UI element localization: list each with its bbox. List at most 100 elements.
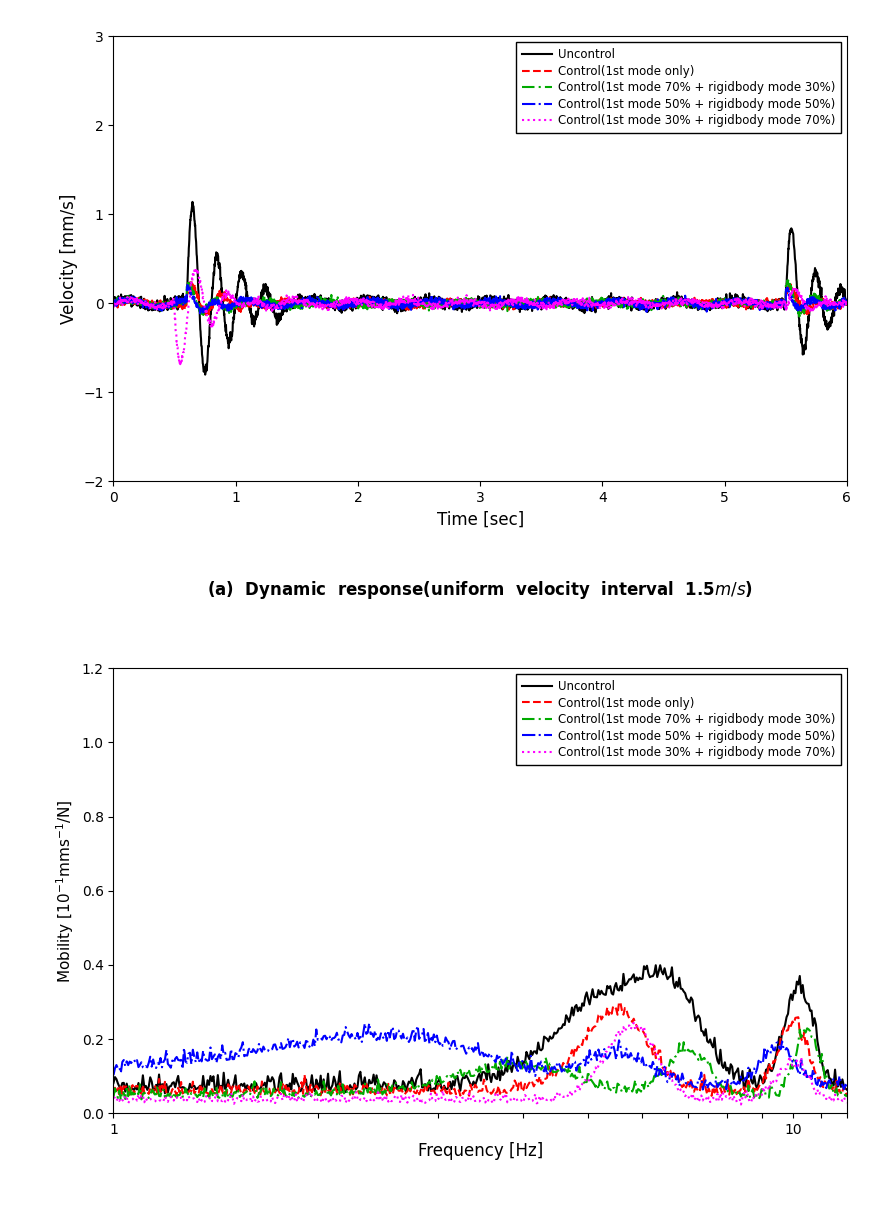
Uncontrol: [200, 368, 210, 382]
Control(1st mode 70% + rigidbody mode 30%): [711, 1070, 721, 1084]
Control(1st mode 50% + rigidbody mode 50%): [390, 299, 401, 313]
Control(1st mode 70% + rigidbody mode 30%): [842, 1089, 852, 1104]
Control(1st mode 30% + rigidbody mode 70%): [422, 298, 432, 312]
Control(1st mode 70% + rigidbody mode 30%): [108, 296, 119, 311]
Uncontrol: [422, 292, 432, 306]
Line: Uncontrol: Uncontrol: [113, 202, 847, 375]
Control(1st mode 50% + rigidbody mode 50%): [108, 294, 119, 309]
Control(1st mode 30% + rigidbody mode 70%): [192, 266, 203, 281]
Line: Uncontrol: Uncontrol: [113, 966, 847, 1094]
Uncontrol: [108, 293, 119, 307]
Control(1st mode 30% + rigidbody mode 70%): [749, 295, 760, 310]
X-axis label: Time [sec]: Time [sec]: [436, 511, 524, 529]
Control(1st mode 30% + rigidbody mode 70%): [461, 1094, 471, 1108]
Control(1st mode only): [390, 295, 401, 310]
Control(1st mode 70% + rigidbody mode 30%): [794, 310, 805, 324]
Control(1st mode 50% + rigidbody mode 50%): [108, 1067, 119, 1082]
Control(1st mode 50% + rigidbody mode 50%): [463, 1043, 473, 1058]
Control(1st mode 30% + rigidbody mode 70%): [390, 298, 401, 312]
Control(1st mode 70% + rigidbody mode 30%): [827, 1078, 837, 1093]
Line: Control(1st mode only): Control(1st mode only): [113, 281, 847, 316]
Legend: Uncontrol, Control(1st mode only), Control(1st mode 70% + rigidbody mode 30%), C: Uncontrol, Control(1st mode only), Contr…: [516, 42, 841, 133]
Control(1st mode 70% + rigidbody mode 30%): [458, 1068, 469, 1083]
Uncontrol: [842, 295, 852, 310]
Control(1st mode 70% + rigidbody mode 30%): [748, 295, 759, 310]
Line: Control(1st mode 30% + rigidbody mode 70%): Control(1st mode 30% + rigidbody mode 70…: [113, 1022, 847, 1105]
Control(1st mode only): [200, 309, 210, 323]
Control(1st mode 30% + rigidbody mode 70%): [711, 1094, 721, 1108]
Control(1st mode 70% + rigidbody mode 30%): [802, 1021, 813, 1036]
Control(1st mode 30% + rigidbody mode 70%): [108, 295, 119, 310]
Control(1st mode only): [463, 1085, 473, 1100]
Control(1st mode 50% + rigidbody mode 50%): [828, 298, 838, 312]
Line: Control(1st mode 30% + rigidbody mode 70%): Control(1st mode 30% + rigidbody mode 70…: [113, 267, 847, 364]
Uncontrol: [458, 1070, 469, 1084]
Line: Control(1st mode only): Control(1st mode only): [113, 1002, 847, 1096]
Control(1st mode only): [458, 1087, 469, 1101]
Control(1st mode 70% + rigidbody mode 30%): [108, 1089, 119, 1104]
Uncontrol: [390, 301, 401, 316]
Uncontrol: [506, 1065, 517, 1079]
Uncontrol: [655, 958, 665, 973]
Uncontrol: [187, 195, 197, 209]
Control(1st mode 70% + rigidbody mode 30%): [389, 293, 400, 307]
Control(1st mode 50% + rigidbody mode 50%): [842, 298, 852, 312]
Control(1st mode 70% + rigidbody mode 30%): [236, 295, 246, 310]
Control(1st mode 70% + rigidbody mode 30%): [546, 1056, 557, 1071]
Control(1st mode 50% + rigidbody mode 50%): [236, 292, 246, 306]
Control(1st mode 70% + rigidbody mode 30%): [115, 1093, 126, 1107]
Uncontrol: [842, 1083, 852, 1097]
Control(1st mode 70% + rigidbody mode 30%): [783, 273, 794, 288]
Control(1st mode 70% + rigidbody mode 30%): [463, 1068, 473, 1083]
Control(1st mode only): [712, 1085, 723, 1100]
Uncontrol: [749, 293, 760, 307]
Control(1st mode 50% + rigidbody mode 50%): [422, 292, 432, 306]
Control(1st mode only): [827, 1082, 837, 1096]
Control(1st mode 30% + rigidbody mode 70%): [457, 1091, 467, 1106]
Control(1st mode 30% + rigidbody mode 70%): [175, 357, 185, 371]
Control(1st mode 50% + rigidbody mode 50%): [182, 278, 192, 293]
Control(1st mode only): [614, 995, 624, 1009]
Uncontrol: [324, 1087, 334, 1101]
Uncontrol: [236, 267, 246, 282]
Y-axis label: Velocity [mm/s]: Velocity [mm/s]: [59, 194, 78, 324]
Control(1st mode 70% + rigidbody mode 30%): [422, 299, 432, 313]
Control(1st mode 50% + rigidbody mode 50%): [195, 306, 205, 321]
Legend: Uncontrol, Control(1st mode only), Control(1st mode 70% + rigidbody mode 30%), C: Uncontrol, Control(1st mode only), Contr…: [516, 674, 841, 765]
Control(1st mode only): [186, 273, 196, 288]
Control(1st mode only): [192, 287, 203, 301]
Control(1st mode 50% + rigidbody mode 50%): [698, 1082, 708, 1096]
Control(1st mode only): [108, 1084, 119, 1099]
Control(1st mode 50% + rigidbody mode 50%): [842, 1079, 852, 1094]
Control(1st mode 70% + rigidbody mode 30%): [506, 1056, 517, 1071]
Control(1st mode 50% + rigidbody mode 50%): [458, 1038, 469, 1053]
Y-axis label: Mobility [$10^{-1}$mms$^{-1}$/N]: Mobility [$10^{-1}$mms$^{-1}$/N]: [54, 799, 76, 983]
Control(1st mode 50% + rigidbody mode 50%): [546, 1060, 557, 1074]
Control(1st mode only): [422, 295, 432, 310]
Uncontrol: [828, 305, 838, 319]
Uncontrol: [463, 1071, 473, 1085]
Line: Control(1st mode 50% + rigidbody mode 50%): Control(1st mode 50% + rigidbody mode 50…: [113, 1024, 847, 1089]
Control(1st mode 50% + rigidbody mode 50%): [712, 1079, 723, 1094]
Control(1st mode only): [506, 1082, 517, 1096]
Control(1st mode 50% + rigidbody mode 50%): [749, 294, 760, 309]
Control(1st mode 30% + rigidbody mode 70%): [190, 260, 201, 275]
Control(1st mode 30% + rigidbody mode 70%): [828, 298, 838, 312]
Control(1st mode only): [114, 1089, 125, 1104]
Control(1st mode 30% + rigidbody mode 70%): [736, 1097, 746, 1112]
Control(1st mode only): [546, 1060, 557, 1074]
Control(1st mode 30% + rigidbody mode 70%): [108, 1090, 119, 1105]
Control(1st mode 30% + rigidbody mode 70%): [545, 1091, 555, 1106]
Control(1st mode only): [236, 301, 246, 316]
Control(1st mode 70% + rigidbody mode 30%): [842, 295, 852, 310]
Control(1st mode 30% + rigidbody mode 70%): [505, 1093, 516, 1107]
Control(1st mode 50% + rigidbody mode 50%): [827, 1074, 837, 1089]
Uncontrol: [546, 1031, 557, 1045]
Control(1st mode only): [842, 1088, 852, 1102]
Uncontrol: [108, 1076, 119, 1090]
Control(1st mode 30% + rigidbody mode 70%): [842, 295, 852, 310]
Control(1st mode only): [108, 299, 119, 313]
Control(1st mode 70% + rigidbody mode 30%): [828, 299, 838, 313]
Line: Control(1st mode 70% + rigidbody mode 30%): Control(1st mode 70% + rigidbody mode 30…: [113, 1028, 847, 1100]
Line: Control(1st mode 50% + rigidbody mode 50%): Control(1st mode 50% + rigidbody mode 50…: [113, 286, 847, 313]
